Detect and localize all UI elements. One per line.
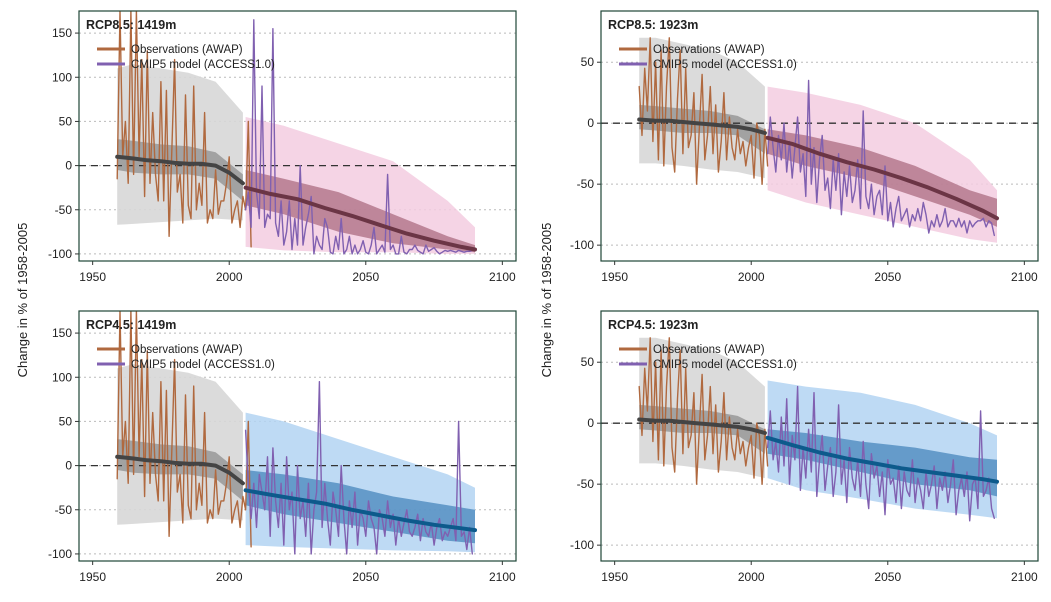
panel-3-observations-series <box>116 311 252 548</box>
panel-3-ytick-label: 0 <box>65 459 72 473</box>
panel-4-title: RCP4.5: 1923m <box>608 318 698 332</box>
panel-1-legend-model-label: CMIP5 model (ACCESS1.0) <box>131 59 275 71</box>
panel-4-ytick-label: -100 <box>570 538 594 552</box>
panel-3-projection-median <box>243 488 477 533</box>
panel-2-plot-area <box>601 37 1038 243</box>
panel-3-historical-median <box>115 454 245 486</box>
panel-3-xtick-label: 2000 <box>216 570 243 584</box>
panel-4-legend-observations-label: Observations (AWAP) <box>653 344 765 356</box>
panel-3-plot-area <box>79 311 516 555</box>
panel-2-xtick-label: 2100 <box>1011 270 1038 284</box>
panel-2-xtick-label: 1950 <box>601 270 628 284</box>
panel-2-frame <box>600 10 1039 262</box>
panel-1-legend-observations-label: Observations (AWAP) <box>131 44 243 56</box>
panel-4-xtick-label: 2050 <box>874 570 901 584</box>
panel-1-plot-area <box>79 11 516 255</box>
panel-3-xtick-label: 1950 <box>79 570 106 584</box>
panel-1-historical-median <box>115 154 245 186</box>
panel-4-ytick-label: 50 <box>581 355 595 369</box>
panel-4-frame <box>600 310 1039 562</box>
panel-2-historical-median <box>637 117 767 135</box>
panel-3-model-series <box>244 381 473 555</box>
panel-1-ytick-label: -50 <box>55 203 73 217</box>
y-axis-label-left: Change in % of 1958-2005 <box>15 223 30 378</box>
panel-1-ytick-label: 0 <box>65 159 72 173</box>
panel-1-xtick-label: 2050 <box>352 270 379 284</box>
panel-2-ytick-label: -100 <box>570 238 594 252</box>
panel-2-legend-observations-label: Observations (AWAP) <box>653 44 765 56</box>
panel-1-ytick-label: 50 <box>59 114 73 128</box>
panel-4-plot-area <box>601 337 1038 522</box>
panel-2-model-series <box>766 79 995 237</box>
panel-1-xtick-label: 1950 <box>79 270 106 284</box>
panel-2-ytick-label: 50 <box>581 55 595 69</box>
panel-1-ytick-label: 100 <box>52 70 72 84</box>
panel-3-ytick-label: 150 <box>52 326 72 340</box>
panel-1-historical-iqr-band <box>117 139 243 201</box>
panel-2-ytick-label: -50 <box>577 177 595 191</box>
panel-3-title: RCP4.5: 1419m <box>86 318 176 332</box>
panel-3-ytick-label: -100 <box>48 547 72 561</box>
panel-1-model-series <box>244 19 473 255</box>
panel-2-xtick-label: 2000 <box>738 270 765 284</box>
panel-3-frame <box>78 310 517 562</box>
panel-4-ytick-label: 0 <box>587 416 594 430</box>
panel-2-xtick-label: 2050 <box>874 270 901 284</box>
panel-2: -100 -50 0 50 1950 2000 2050 2100 RCP8.5: 1923m O… <box>570 10 1039 284</box>
panel-4-xtick-label: 2000 <box>738 570 765 584</box>
panel-2-observations-series <box>638 37 769 185</box>
panel-4-projection-median <box>765 435 999 484</box>
panel-1-ytick-label: -100 <box>48 247 72 261</box>
panel-4-legend-model-label: CMIP5 model (ACCESS1.0) <box>653 359 797 371</box>
panel-4-xtick-label: 2100 <box>1011 570 1038 584</box>
panel-3-legend-observations-label: Observations (AWAP) <box>131 344 243 356</box>
panel-3-xtick-label: 2050 <box>352 570 379 584</box>
panel-3-projection-iqr-band <box>245 470 475 544</box>
panel-4-xtick-label: 1950 <box>601 570 628 584</box>
panel-1-projection-median <box>243 185 477 252</box>
panel-4: -100 -50 0 50 1950 2000 2050 2100 RCP4.5: 1923m O… <box>570 310 1039 584</box>
panel-2-ytick-label: 0 <box>587 116 594 130</box>
panel-4-model-series <box>766 385 995 522</box>
panel-3-ytick-label: 50 <box>59 414 73 428</box>
panel-4-observations-series <box>638 337 769 485</box>
panel-2-projection-median <box>765 135 999 221</box>
panel-3-legend-model-label: CMIP5 model (ACCESS1.0) <box>131 359 275 371</box>
panel-3-xtick-label: 2100 <box>489 570 516 584</box>
panel-3-ytick-label: -50 <box>55 503 73 517</box>
panel-2-title: RCP8.5: 1923m <box>608 18 698 32</box>
panel-3: -100 -50 0 50 100 150 1950 2000 2050 2100 RCP4.5: … <box>48 310 517 584</box>
panel-3-ytick-label: 100 <box>52 370 72 384</box>
panel-1-frame <box>78 10 517 262</box>
panel-1-xtick-label: 2100 <box>489 270 516 284</box>
panel-3-historical-iqr-band <box>117 439 243 501</box>
y-axis-label-right: Change in % of 1958-2005 <box>539 223 554 378</box>
panel-1-title: RCP8.5: 1419m <box>86 18 176 32</box>
panel-1-xtick-label: 2000 <box>216 270 243 284</box>
panel-1: -100 -50 0 50 100 150 1950 2000 2050 2100 RCP8.5: … <box>48 10 517 284</box>
panel-1-projection-iqr-band <box>245 170 475 253</box>
panel-1-ytick-label: 150 <box>52 26 72 40</box>
panel-2-legend-model-label: CMIP5 model (ACCESS1.0) <box>653 59 797 71</box>
panel-4-ytick-label: -50 <box>577 477 595 491</box>
panel-1-observations-series <box>116 11 252 248</box>
panel-4-historical-median <box>637 417 767 435</box>
